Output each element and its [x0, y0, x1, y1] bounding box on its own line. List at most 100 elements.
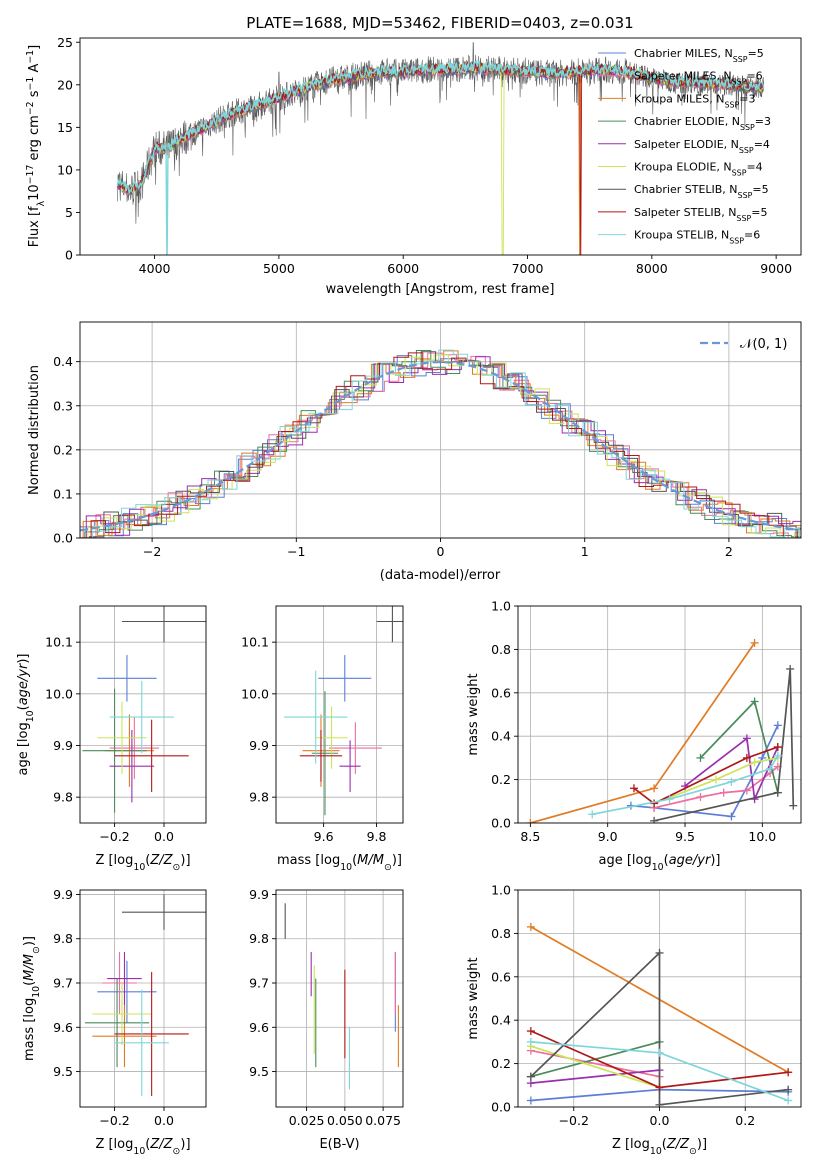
weight-marker: [526, 819, 535, 823]
y-tick-label: 0.4: [491, 729, 511, 744]
weight-marker: [650, 816, 659, 823]
weight_vs_Z-chart-plot-area: [518, 890, 801, 1107]
residual-histogram-kroupa_elodie: [80, 354, 801, 538]
x-tick-label: 6000: [387, 261, 419, 276]
x-axis-label: Z [log10(Z/Z⊙)]: [95, 1137, 190, 1157]
weight-marker: [719, 788, 728, 797]
y-tick-label: 15: [57, 120, 73, 135]
x-tick-label: 1: [581, 544, 589, 559]
weight-marker: [742, 734, 751, 743]
x-tick-label: 8000: [636, 261, 668, 276]
y-tick-label: 9.9: [249, 887, 269, 902]
y-tick-label: 0.2: [53, 442, 73, 457]
errorbar-point: [107, 952, 142, 1006]
weight-marker: [750, 697, 759, 706]
normal-curve: [80, 360, 799, 532]
weight-marker: [696, 792, 705, 801]
y-axis-label: mass [log10(M/M⊙)]: [22, 936, 42, 1061]
residual-histogram-chabrier_elodie: [80, 350, 801, 538]
errorbar-point: [376, 606, 403, 643]
weight-marker: [696, 753, 705, 762]
errorbar-point: [109, 680, 174, 754]
errorbar-point: [114, 719, 189, 792]
weight-marker: [711, 775, 720, 784]
errorbar-point: [92, 1005, 157, 1068]
errorbar-point: [102, 952, 137, 1014]
weight-marker: [526, 1027, 535, 1036]
errorbar-point: [109, 730, 155, 803]
legend-entry: 𝒩(0, 1): [740, 337, 787, 352]
weight-marker: [786, 664, 795, 673]
y-tick-label: 9.8: [249, 790, 269, 805]
residuals-chart-plot-area: [80, 322, 801, 538]
errorbar-point: [114, 971, 189, 1096]
x-axis-label: wavelength [Angstrom, rest frame]: [326, 282, 555, 297]
x-axis-label: Z [log10(Z/Z⊙)]: [95, 853, 190, 873]
residual-histogram-salpeter_miles: [80, 352, 801, 538]
weight-series-kroupa_elodie: [530, 1045, 660, 1089]
weight-marker: [750, 758, 759, 767]
axes-frame: [517, 605, 802, 824]
weight-series-kroupa_miles: [530, 642, 756, 823]
x-axis-label: age [log10(age/yr)]: [598, 853, 720, 873]
spectrum-legend: Chabrier MILES, NSSP=5 Salpeter MILES, NS…: [598, 47, 771, 245]
errorbar-point: [84, 978, 150, 1068]
weight-marker: [784, 1096, 793, 1105]
errorbar-point: [339, 740, 361, 792]
weight-series-chabrier_stelib: [653, 668, 795, 822]
y-axis-label: Normed distribution: [27, 365, 42, 495]
spectrum-chart-plot-area: [116, 42, 765, 255]
y-tick-label: 0.0: [53, 531, 73, 546]
x-tick-label: 0.0: [650, 1113, 670, 1128]
weight_vs_age-chart: 8.5 9.0 9.5 10.0 0.0 0.2 0.4 0.6 0.8 1.0 age [log1…: [466, 599, 802, 873]
weight-marker: [655, 1083, 664, 1092]
x-tick-label: 10.0: [748, 829, 776, 844]
residual-histogram-salpeter_elodie: [80, 356, 801, 538]
x-tick-label: 2: [725, 544, 733, 559]
y-axis-label: Flux [fλ10−17 erg cm−2 s−1 A−1]: [25, 45, 47, 247]
x-tick-label: 5000: [263, 261, 295, 276]
legend-entry: Chabrier ELODIE, NSSP=3: [634, 115, 771, 132]
x-tick-label: 0.075: [365, 1113, 401, 1128]
weight-marker: [526, 1096, 535, 1105]
weight-marker: [750, 638, 759, 647]
y-tick-label: 9.6: [249, 1020, 269, 1035]
y-tick-label: 9.8: [53, 790, 73, 805]
weight-series-salpeter_elodie: [684, 736, 779, 803]
y-tick-label: 0.6: [491, 685, 511, 700]
legend-entry: Kroupa STELIB, NSSP=6: [634, 229, 760, 246]
x-tick-label: −0.2: [99, 829, 129, 844]
axes-frame: [79, 605, 207, 824]
y-axis-label: mass weight: [466, 673, 481, 755]
x-tick-label: 0.025: [289, 1113, 325, 1128]
y-tick-label: 9.5: [53, 1064, 73, 1079]
x-tick-label: 0.2: [735, 1113, 755, 1128]
y-tick-label: 9.7: [249, 976, 269, 991]
weight-marker: [588, 810, 597, 819]
x-tick-label: 0: [437, 544, 445, 559]
weight-marker: [727, 812, 736, 821]
errorbar-point: [109, 717, 160, 780]
y-tick-label: 0.0: [491, 816, 511, 831]
x-axis-label: Z [log10(Z/Z⊙)]: [612, 1137, 707, 1157]
errorbar-point: [318, 655, 372, 702]
y-tick-label: 9.8: [53, 931, 73, 946]
age_vs_mass-chart-plot-area: [276, 606, 403, 823]
weight-marker: [789, 801, 798, 810]
spectrum-chart: 4000 5000 6000 7000 8000 9000 0 5 10 15 20 25 wavele…: [25, 35, 802, 297]
weight-series-salpeter_elodie: [530, 1069, 660, 1084]
axes-frame: [79, 37, 802, 256]
mass_vs_ebv-chart: 0.025 0.050 0.075 9.5 9.6 9.7 9.8 9.9 E(B-V): [249, 887, 404, 1152]
legend-entry: Kroupa ELODIE, NSSP=4: [634, 161, 763, 178]
y-tick-label: 0.2: [491, 1056, 511, 1071]
x-tick-label: 4000: [139, 261, 171, 276]
residual-histogram-kroupa_miles: [80, 350, 801, 538]
x-tick-label: 9.6: [314, 829, 334, 844]
weight-marker: [773, 743, 782, 752]
weight-marker: [655, 1100, 664, 1107]
errorbar-point: [122, 606, 206, 643]
y-tick-label: 5: [65, 205, 73, 220]
y-tick-label: 0.6: [491, 969, 511, 984]
y-axis-label: age [log10(age/yr)]: [16, 653, 36, 775]
